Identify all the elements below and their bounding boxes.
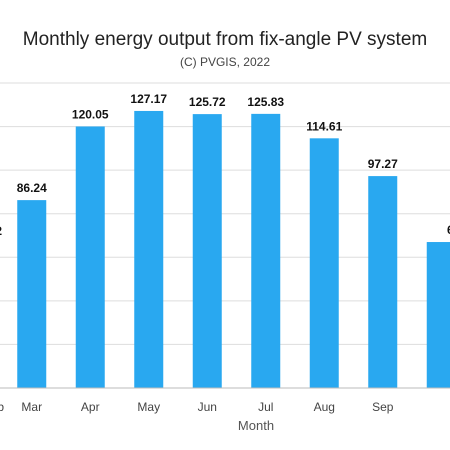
tick-label-may: May bbox=[137, 400, 160, 414]
bar-may bbox=[134, 110, 164, 388]
data-label-mar: 86.24 bbox=[17, 181, 47, 195]
data-label-feb: 62 bbox=[0, 224, 2, 238]
x-tick-labels: Mar Apr May Jun Jul Aug Sep b bbox=[0, 400, 394, 414]
bar-aug bbox=[309, 138, 339, 388]
data-label-aug: 114.61 bbox=[306, 119, 342, 133]
bars bbox=[17, 110, 450, 389]
bar-mar bbox=[17, 200, 47, 388]
bar-sep bbox=[368, 176, 398, 388]
tick-label-aug: Aug bbox=[314, 400, 335, 414]
data-labels: 62 86.24 120.05 127.17 125.72 125.83 114.61 97.… bbox=[0, 92, 450, 238]
data-label-jun: 125.72 bbox=[189, 95, 226, 109]
bar-jul bbox=[251, 113, 281, 388]
bar-oct bbox=[426, 242, 450, 388]
data-label-oct: 6 bbox=[447, 223, 450, 237]
tick-label-sep: Sep bbox=[372, 400, 394, 414]
tick-label-jul: Jul bbox=[258, 400, 273, 414]
data-label-jul: 125.83 bbox=[247, 95, 284, 109]
tick-label-apr: Apr bbox=[81, 400, 100, 414]
data-label-may: 127.17 bbox=[130, 92, 167, 106]
bar-apr bbox=[75, 126, 105, 389]
tick-label-mar: Mar bbox=[21, 400, 42, 414]
tick-label-jun: Jun bbox=[198, 400, 217, 414]
data-label-sep: 97.27 bbox=[368, 157, 398, 171]
bar-jun bbox=[192, 114, 222, 389]
data-label-apr: 120.05 bbox=[72, 107, 109, 121]
chart-title: Monthly energy output from fix-angle PV … bbox=[23, 29, 427, 50]
x-axis-label: Month bbox=[238, 418, 274, 433]
gridlines bbox=[0, 82, 450, 345]
tick-label-feb: b bbox=[0, 400, 4, 414]
chart-subtitle: (C) PVGIS, 2022 bbox=[180, 55, 270, 69]
